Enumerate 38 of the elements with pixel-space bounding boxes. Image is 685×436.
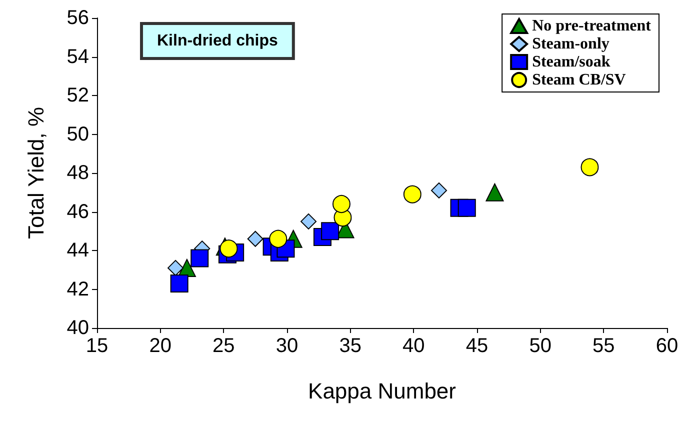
y-tick-label: 46 [66,200,89,223]
point [580,158,599,176]
point [168,260,184,276]
x-tick-label: 25 [212,335,235,357]
point [190,249,209,268]
legend-label: No pre-treatment [532,18,652,34]
legend-label: Steam CB/SV [532,72,626,88]
y-axis-title: Total Yield, % [24,106,48,240]
x-axis-title: Kappa Number [308,378,456,404]
point [431,182,447,198]
legend-label: Steam-only [532,36,610,52]
point [332,195,350,213]
y-tick-label: 56 [66,7,89,29]
y-tick-label: 50 [66,123,89,146]
point [458,198,476,217]
y-tick-label: 54 [66,46,89,68]
x-tick-label: 45 [466,335,488,357]
point [403,185,422,204]
point [170,274,188,292]
point [220,240,238,258]
legend-label: Steam/soak [532,54,610,70]
y-tick-label: 52 [66,84,89,106]
point [321,222,340,240]
x-tick-label: 35 [339,335,362,357]
point [486,183,504,202]
y-tick-label: 44 [66,240,89,262]
x-tick-label: 55 [592,335,615,357]
point [247,230,264,247]
y-tick-label: 48 [66,162,89,184]
x-tick-label: 30 [276,335,298,357]
x-tick-label: 50 [529,335,552,357]
y-tick-label: 42 [66,278,89,300]
point [269,230,288,248]
x-tick-label: 60 [656,335,678,357]
x-tick-label: 20 [149,335,172,357]
x-tick-label: 40 [402,335,425,357]
point [300,213,317,230]
annotation: Kiln-dried chips [157,32,278,50]
